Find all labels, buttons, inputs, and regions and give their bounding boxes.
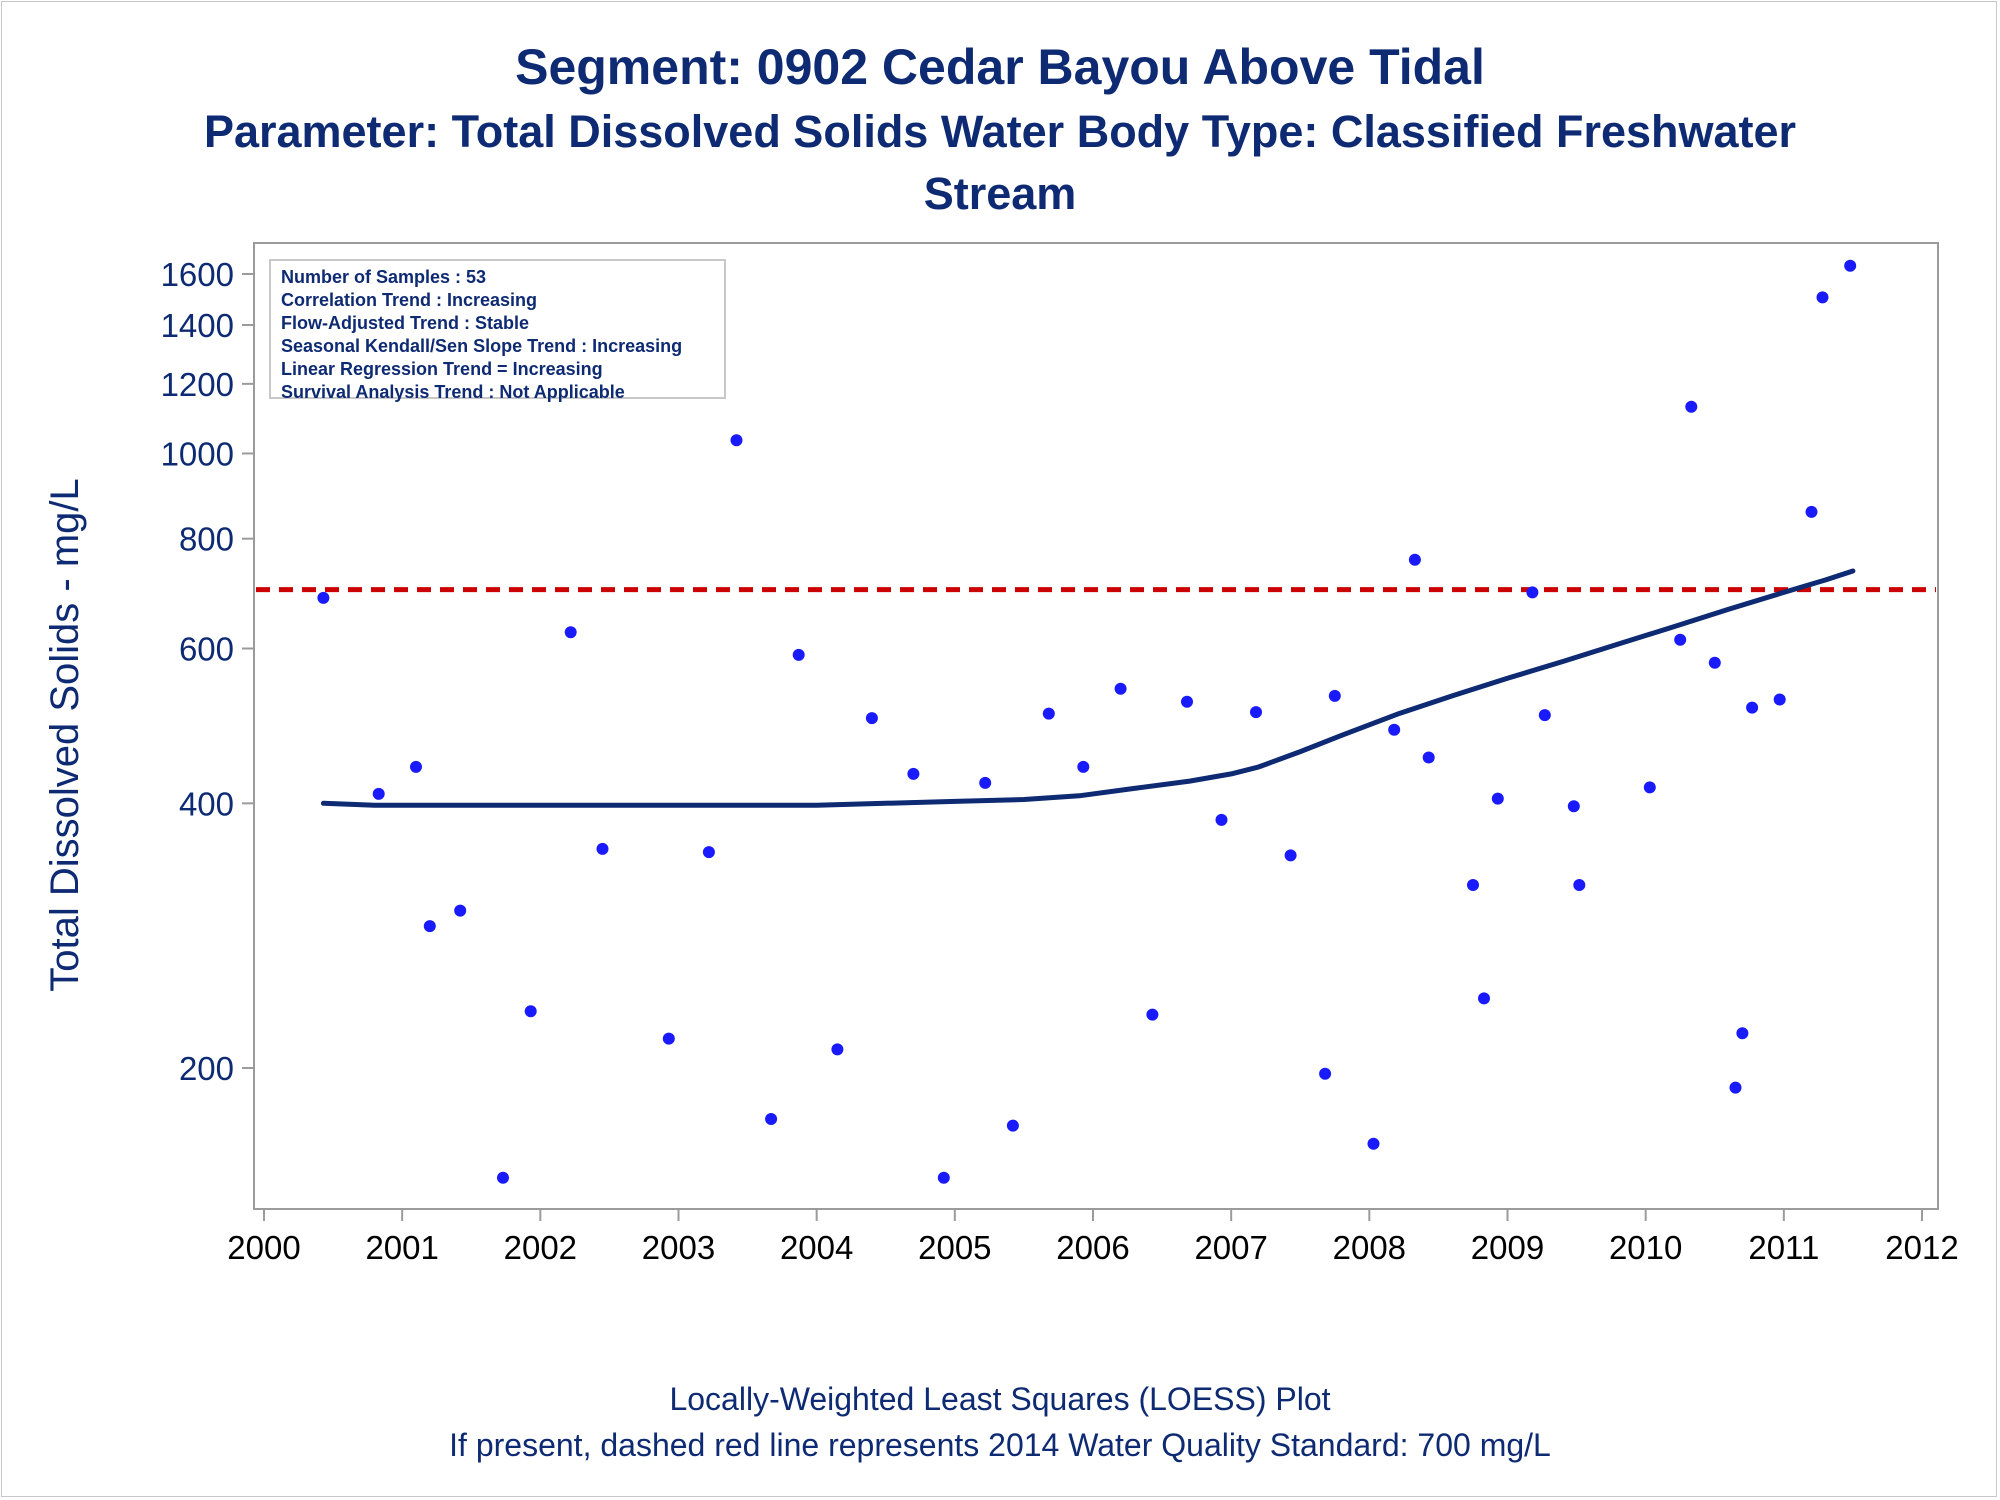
- data-point: [1006, 1119, 1019, 1132]
- data-point: [1146, 1008, 1159, 1021]
- x-tick-label: 2008: [1333, 1229, 1406, 1266]
- data-point: [702, 846, 715, 859]
- data-point: [730, 434, 743, 447]
- x-axis: 2000 2001 2002 2003 2004 2005 2006 2007 2008 2009…: [227, 1209, 1959, 1266]
- data-point: [1491, 792, 1504, 805]
- data-point: [372, 787, 385, 800]
- stat-correlation-trend: Correlation Trend : Increasing: [281, 290, 538, 310]
- chart-subtitle-continued: Stream: [923, 168, 1077, 219]
- x-tick-label: 2005: [918, 1229, 991, 1266]
- x-tick-label: 2007: [1194, 1229, 1267, 1266]
- data-point: [564, 626, 577, 639]
- trend-statistics-box: Number of Samples : 53 Correlation Trend…: [269, 259, 726, 402]
- data-point: [1181, 695, 1193, 708]
- y-axis-label: Total Dissolved Solids - mg/L: [43, 478, 87, 992]
- data-point: [1573, 879, 1586, 891]
- data-point: [1250, 706, 1262, 719]
- x-tick-label: 2001: [365, 1229, 438, 1266]
- data-point: [1467, 879, 1479, 891]
- y-axis: 200 400 600 800 1000 1200 1400 1600: [161, 256, 254, 1087]
- data-point: [1478, 992, 1490, 1005]
- data-point: [1215, 813, 1228, 826]
- data-point: [1844, 259, 1857, 272]
- x-tick-label: 2009: [1471, 1229, 1544, 1266]
- data-point: [765, 1113, 778, 1125]
- x-tick-label: 2010: [1609, 1229, 1682, 1266]
- chart-title: Segment: 0902 Cedar Bayou Above Tidal: [515, 39, 1485, 95]
- y-tick-label: 800: [179, 521, 234, 558]
- data-point: [1526, 586, 1539, 599]
- data-point: [1077, 760, 1090, 773]
- data-point: [1284, 849, 1297, 862]
- data-point: [1805, 505, 1818, 518]
- y-tick-label: 1400: [161, 307, 234, 344]
- stat-number-of-samples: Number of Samples : 53: [281, 267, 487, 287]
- data-point: [1736, 1027, 1749, 1040]
- data-point: [1685, 400, 1698, 413]
- data-point: [1408, 553, 1421, 566]
- data-point: [1773, 693, 1786, 706]
- stat-linear-regression-trend: Linear Regression Trend = Increasing: [281, 359, 603, 379]
- plot-area-frame: [253, 242, 1939, 1210]
- data-point: [937, 1171, 950, 1184]
- data-point: [497, 1171, 509, 1184]
- data-point: [1538, 709, 1551, 722]
- x-tick-label: 2006: [1056, 1229, 1129, 1266]
- data-point: [1328, 689, 1341, 702]
- x-tick-label: 2002: [504, 1229, 577, 1266]
- data-point: [1729, 1081, 1742, 1094]
- data-point: [1114, 682, 1127, 695]
- data-point: [1674, 633, 1687, 646]
- loess-trend-line: [320, 568, 1856, 808]
- y-tick-label: 400: [179, 785, 234, 822]
- data-point: [410, 760, 422, 773]
- data-point: [792, 648, 805, 661]
- y-tick-label: 200: [179, 1050, 234, 1087]
- data-point: [1816, 291, 1829, 304]
- chart-subtitle: Parameter: Total Dissolved Solids Water …: [203, 106, 1797, 157]
- data-point: [979, 776, 992, 789]
- x-tick-label: 2012: [1885, 1229, 1958, 1266]
- data-point: [596, 842, 609, 855]
- footnote-loess: Locally-Weighted Least Squares (LOESS) P…: [669, 1381, 1331, 1417]
- data-point: [454, 904, 467, 917]
- data-point: [1422, 751, 1435, 764]
- footnote-standard: If present, dashed red line represents 2…: [449, 1427, 1551, 1463]
- data-point: [1708, 656, 1721, 669]
- y-tick-label: 1600: [161, 256, 234, 293]
- stat-seasonal-kendall-trend: Seasonal Kendall/Sen Slope Trend : Incre…: [281, 336, 683, 356]
- y-tick-label: 600: [179, 631, 234, 668]
- y-tick-label: 1200: [161, 366, 234, 403]
- y-tick-label: 1000: [161, 435, 234, 472]
- x-tick-label: 2004: [780, 1229, 853, 1266]
- x-tick-label: 2011: [1748, 1229, 1819, 1266]
- data-point: [662, 1032, 675, 1045]
- data-point: [1367, 1137, 1380, 1150]
- data-point: [1567, 800, 1580, 813]
- data-point: [1319, 1067, 1332, 1080]
- x-tick-label: 2003: [642, 1229, 715, 1266]
- x-tick-label: 2000: [227, 1229, 300, 1266]
- data-point: [1643, 781, 1656, 794]
- stat-survival-analysis-trend: Survival Analysis Trend : Not Applicable: [281, 382, 625, 402]
- data-point: [423, 920, 436, 933]
- data-point: [865, 712, 878, 725]
- stat-flow-adjusted-trend: Flow-Adjusted Trend : Stable: [281, 313, 530, 333]
- data-point: [831, 1043, 844, 1056]
- data-point: [1042, 707, 1055, 720]
- data-point: [1388, 723, 1401, 736]
- data-point: [524, 1005, 537, 1018]
- data-points: [317, 259, 1857, 1184]
- data-point: [907, 767, 920, 780]
- data-point: [1746, 701, 1759, 714]
- data-point: [317, 591, 330, 604]
